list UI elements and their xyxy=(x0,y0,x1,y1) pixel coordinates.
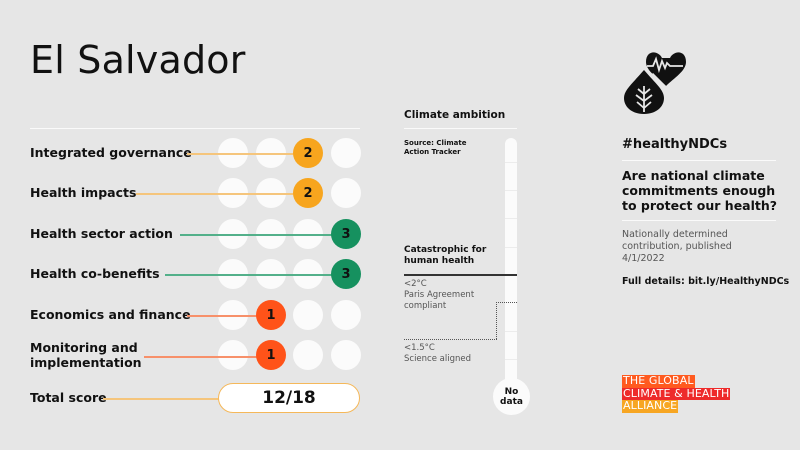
science-label: Science aligned xyxy=(404,354,471,364)
divider xyxy=(622,160,776,161)
thermometer-bulb: No data xyxy=(493,378,530,415)
source-note: Source: Climate Action Tracker xyxy=(404,139,467,156)
score-dot: 2 xyxy=(293,138,323,168)
thermometer-tick xyxy=(505,247,517,248)
published-note: Nationally determined contribution, publ… xyxy=(622,229,732,264)
score-dot: 1 xyxy=(256,340,286,370)
thermometer-tick xyxy=(505,162,517,163)
category-label: Health sector action xyxy=(30,226,173,241)
headline-question: Are national climate commitments enough … xyxy=(622,168,778,213)
logo-line-2: CLIMATE & HEALTH xyxy=(622,386,731,400)
thermometer-tube xyxy=(505,138,517,388)
thermometer-tick xyxy=(505,218,517,219)
connector-line xyxy=(180,234,333,236)
hashtag: #healthyNDCs xyxy=(622,137,728,152)
page-title: El Salvador xyxy=(30,38,246,82)
connector-line xyxy=(136,193,295,195)
category-label: Health co-benefits xyxy=(30,266,160,281)
thermometer-tick xyxy=(505,331,517,332)
science-threshold-block: <1.5°C Science aligned xyxy=(404,343,499,365)
connector-line xyxy=(187,315,258,317)
paris-threshold: <2°C xyxy=(404,279,427,289)
climate-ambition-title: Climate ambition xyxy=(404,109,506,121)
catastrophic-label: Catastrophic for human health xyxy=(404,245,487,266)
science-dotted-line xyxy=(404,339,497,340)
science-threshold: <1.5°C xyxy=(404,343,435,353)
score-dot: 1 xyxy=(256,300,286,330)
score-dot: 3 xyxy=(331,259,361,289)
thermometer-tick xyxy=(505,190,517,191)
connector-line xyxy=(187,153,295,155)
empty-dot xyxy=(331,178,361,208)
logo-line-3: ALLIANCE xyxy=(622,399,679,413)
rating-value: No data xyxy=(500,386,523,407)
total-connector-line xyxy=(103,398,219,400)
catastrophic-threshold-line xyxy=(404,274,517,276)
total-score-badge: 12/18 xyxy=(218,383,360,413)
total-score-label: Total score xyxy=(30,390,107,405)
divider xyxy=(622,220,776,221)
heart-pulse-leaf-icon xyxy=(622,44,694,116)
gcha-logo: THE GLOBAL CLIMATE & HEALTH ALLIANCE xyxy=(622,374,731,413)
category-label: Economics and finance xyxy=(30,307,191,322)
paris-dotted-line xyxy=(496,302,497,339)
category-label: Health impacts xyxy=(30,185,137,200)
score-dot: 3 xyxy=(331,219,361,249)
category-label: Integrated governance xyxy=(30,145,192,160)
paris-threshold-block: <2°C Paris Agreement compliant xyxy=(404,279,499,312)
thermometer-tick xyxy=(505,359,517,360)
connector-line xyxy=(165,274,333,276)
divider xyxy=(404,128,517,129)
logo-line-1: THE GLOBAL xyxy=(622,374,695,388)
empty-dot xyxy=(331,340,361,370)
details-link[interactable]: Full details: bit.ly/HealthyNDCs xyxy=(622,276,790,287)
divider xyxy=(30,128,360,129)
paris-dotted-line xyxy=(496,302,517,303)
empty-dot xyxy=(331,138,361,168)
category-label: Monitoring and implementation xyxy=(30,340,142,370)
connector-line xyxy=(144,356,258,358)
empty-dot xyxy=(293,340,323,370)
empty-dot xyxy=(293,300,323,330)
paris-label: Paris Agreement compliant xyxy=(404,290,475,311)
empty-dot xyxy=(218,340,248,370)
score-dot: 2 xyxy=(293,178,323,208)
empty-dot xyxy=(331,300,361,330)
